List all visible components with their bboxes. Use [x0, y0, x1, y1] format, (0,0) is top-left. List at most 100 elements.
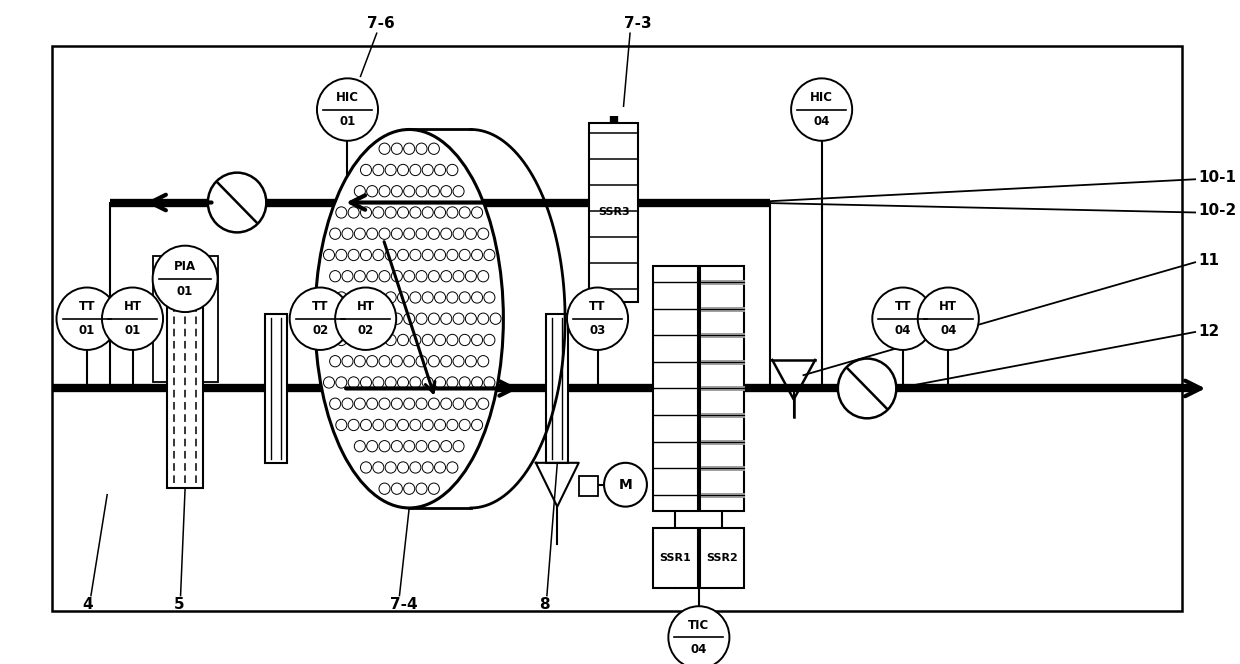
Circle shape [404, 143, 414, 155]
Circle shape [361, 462, 372, 473]
Circle shape [367, 313, 378, 325]
Text: 03: 03 [589, 324, 605, 337]
Bar [653, 266, 698, 511]
Circle shape [471, 207, 482, 218]
Circle shape [415, 483, 427, 494]
Bar [52, 46, 1182, 611]
Circle shape [392, 186, 402, 197]
Text: 10-2: 10-2 [1198, 203, 1236, 218]
Circle shape [453, 186, 464, 197]
Circle shape [379, 483, 391, 494]
Circle shape [415, 143, 427, 155]
Circle shape [373, 462, 384, 473]
Circle shape [373, 420, 384, 431]
Circle shape [386, 250, 397, 261]
Circle shape [317, 313, 329, 325]
Circle shape [404, 313, 414, 325]
Circle shape [404, 228, 414, 240]
Circle shape [153, 246, 217, 312]
Circle shape [471, 376, 482, 388]
Circle shape [404, 398, 414, 409]
Text: 04: 04 [894, 324, 911, 337]
Text: M: M [619, 477, 632, 492]
Circle shape [459, 291, 470, 303]
Circle shape [477, 313, 489, 325]
Circle shape [465, 356, 476, 367]
Circle shape [440, 228, 451, 240]
Bar [153, 256, 217, 382]
Circle shape [453, 356, 464, 367]
Text: SSR2: SSR2 [707, 552, 738, 563]
Circle shape [361, 420, 372, 431]
Circle shape [428, 270, 439, 282]
Circle shape [453, 270, 464, 282]
Circle shape [404, 441, 414, 452]
Circle shape [410, 165, 420, 176]
Circle shape [208, 173, 267, 232]
Circle shape [477, 356, 489, 367]
Text: 10-1: 10-1 [1198, 170, 1236, 185]
Circle shape [398, 462, 408, 473]
Circle shape [336, 376, 347, 388]
Circle shape [459, 335, 470, 346]
Circle shape [361, 250, 372, 261]
Text: 01: 01 [177, 285, 193, 298]
Circle shape [348, 376, 360, 388]
Text: HT: HT [939, 300, 957, 313]
Circle shape [348, 335, 360, 346]
Bar [265, 314, 288, 463]
Circle shape [342, 356, 353, 367]
Circle shape [330, 356, 341, 367]
Text: 01: 01 [340, 115, 356, 128]
Circle shape [355, 441, 366, 452]
Text: HT: HT [357, 300, 374, 313]
Circle shape [410, 335, 420, 346]
Circle shape [398, 291, 408, 303]
Bar [701, 528, 744, 588]
Circle shape [410, 291, 420, 303]
Circle shape [373, 207, 384, 218]
Circle shape [404, 356, 414, 367]
Circle shape [361, 165, 372, 176]
Circle shape [446, 376, 458, 388]
Circle shape [379, 356, 391, 367]
Circle shape [336, 250, 347, 261]
Circle shape [367, 398, 378, 409]
Circle shape [459, 376, 470, 388]
Circle shape [446, 250, 458, 261]
Text: 8: 8 [539, 597, 549, 612]
Circle shape [373, 291, 384, 303]
Circle shape [404, 483, 414, 494]
Circle shape [415, 228, 427, 240]
Circle shape [471, 335, 482, 346]
Text: TT: TT [894, 300, 911, 313]
Text: 7-6: 7-6 [367, 16, 394, 31]
Circle shape [484, 376, 495, 388]
Circle shape [379, 398, 391, 409]
Circle shape [428, 441, 439, 452]
Text: HT: HT [124, 300, 141, 313]
Circle shape [459, 250, 470, 261]
Circle shape [410, 420, 420, 431]
Circle shape [392, 143, 402, 155]
Circle shape [392, 356, 402, 367]
Circle shape [446, 462, 458, 473]
Circle shape [434, 207, 445, 218]
Circle shape [477, 398, 489, 409]
Circle shape [567, 288, 629, 350]
Circle shape [290, 288, 351, 350]
Text: 12: 12 [1198, 324, 1220, 339]
Circle shape [453, 441, 464, 452]
Circle shape [398, 335, 408, 346]
Circle shape [465, 313, 476, 325]
Circle shape [471, 250, 482, 261]
Circle shape [459, 420, 470, 431]
Circle shape [484, 250, 495, 261]
Circle shape [428, 228, 439, 240]
Circle shape [373, 165, 384, 176]
Circle shape [379, 441, 391, 452]
Circle shape [324, 335, 335, 346]
Circle shape [415, 441, 427, 452]
Circle shape [791, 78, 852, 141]
Circle shape [446, 420, 458, 431]
